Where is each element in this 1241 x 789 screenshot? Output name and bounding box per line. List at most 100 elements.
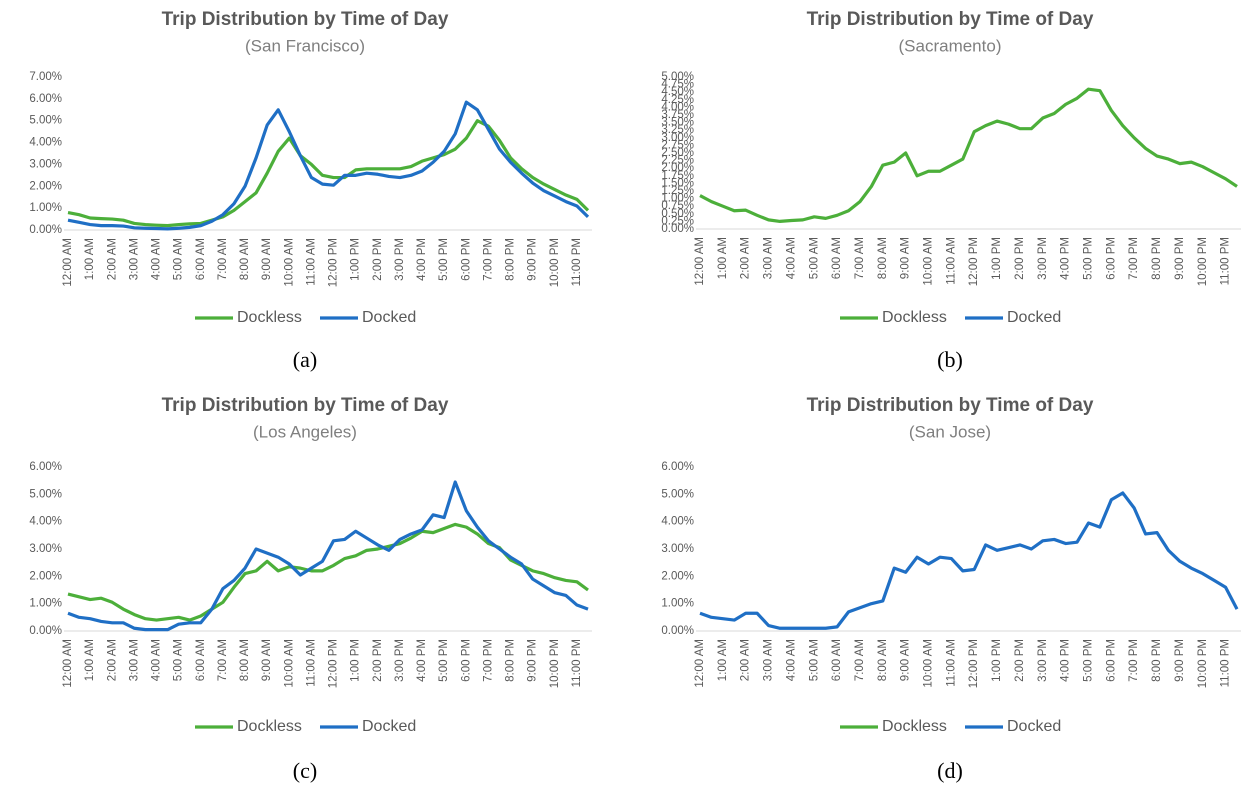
y-tick-label: 1.00% bbox=[29, 598, 62, 610]
x-tick-label: 6:00 AM bbox=[195, 639, 207, 681]
x-tick-label: 3:00 PM bbox=[1037, 237, 1049, 280]
x-tick-label: 8:00 PM bbox=[1151, 237, 1163, 280]
caption: (b) bbox=[937, 347, 963, 372]
x-tick-label: 2:00 PM bbox=[372, 639, 384, 682]
line-series bbox=[699, 87, 1238, 223]
x-tick-label: 8:00 AM bbox=[239, 238, 251, 280]
x-tick-label: 2:00 PM bbox=[1014, 237, 1026, 280]
x-tick-label: 1:00 AM bbox=[717, 237, 729, 279]
x-tick-label: 12:00 AM bbox=[694, 237, 706, 286]
y-tick-label: 5.00% bbox=[661, 71, 694, 83]
y-tick-label: 7.00% bbox=[29, 71, 62, 83]
y-tick-label: 6.00% bbox=[29, 461, 62, 473]
y-tick-label: 0.00% bbox=[29, 224, 62, 236]
x-tick-label: 11:00 PM bbox=[1220, 237, 1232, 285]
x-tick-label: 4:00 AM bbox=[151, 238, 163, 280]
x-tick-label: 8:00 AM bbox=[877, 237, 889, 279]
y-tick-label: 6.00% bbox=[661, 461, 694, 473]
x-tick-label: 9:00 PM bbox=[1174, 237, 1186, 280]
y-tick-label: 2.25% bbox=[661, 155, 694, 167]
x-tick-label: 6:00 AM bbox=[195, 238, 207, 280]
y-tick-label: 5.00% bbox=[29, 115, 62, 127]
y-tick-label: 2.00% bbox=[661, 570, 694, 582]
x-tick-label: 2:00 PM bbox=[372, 238, 384, 281]
x-tick-label: 3:00 PM bbox=[1037, 639, 1049, 682]
x-tick-label: 2:00 AM bbox=[740, 639, 752, 681]
x-tick-label: 6:00 AM bbox=[831, 639, 843, 681]
line-series bbox=[67, 100, 590, 231]
x-tick-label: 3:00 PM bbox=[394, 639, 406, 682]
y-tick-label: 1.75% bbox=[661, 170, 694, 182]
chart-title: Trip Distribution by Time of Day bbox=[807, 395, 1094, 416]
x-tick-label: 1:00 PM bbox=[350, 238, 362, 281]
x-tick-label: 1:00 PM bbox=[350, 639, 362, 682]
x-tick-label: 12:00 PM bbox=[328, 639, 340, 688]
x-tick-label: 1:00 AM bbox=[84, 639, 96, 681]
y-tick-label: 3.00% bbox=[29, 543, 62, 555]
x-tick-label: 12:00 PM bbox=[328, 238, 340, 287]
y-tick-label: 0.50% bbox=[661, 208, 694, 220]
x-tick-label: 7:00 PM bbox=[482, 238, 494, 281]
y-tick-label: 0.25% bbox=[661, 215, 694, 227]
x-tick-label: 5:00 AM bbox=[808, 639, 820, 681]
x-tick-label: 2:00 AM bbox=[740, 237, 752, 279]
x-tick-label: 11:00 AM bbox=[945, 639, 957, 687]
y-tick-label: 0.00% bbox=[29, 625, 62, 637]
y-tick-label: 4.50% bbox=[661, 86, 694, 98]
chart-title: Trip Distribution by Time of Day bbox=[807, 9, 1094, 30]
legend-label: Docked bbox=[1007, 309, 1061, 326]
y-tick-label: 3.50% bbox=[661, 117, 694, 129]
y-tick-label: 4.00% bbox=[29, 516, 62, 528]
x-tick-label: 4:00 PM bbox=[1060, 639, 1072, 682]
y-tick-label: 0.00% bbox=[661, 625, 694, 637]
y-tick-label: 2.50% bbox=[661, 147, 694, 159]
y-tick-label: 5.00% bbox=[29, 488, 62, 500]
x-tick-label: 2:00 AM bbox=[106, 238, 118, 280]
x-tick-label: 4:00 AM bbox=[785, 639, 797, 681]
x-tick-label: 1:00 PM bbox=[991, 237, 1003, 280]
x-tick-label: 10:00 PM bbox=[549, 639, 561, 688]
x-tick-label: 4:00 PM bbox=[416, 238, 428, 281]
y-tick-label: 2.00% bbox=[29, 570, 62, 582]
legend-label: Dockless bbox=[237, 309, 302, 326]
x-tick-label: 10:00 AM bbox=[283, 238, 295, 287]
x-tick-label: 11:00 PM bbox=[571, 639, 583, 687]
y-tick-label: 3.75% bbox=[661, 109, 694, 121]
y-tick-label: 5.00% bbox=[661, 488, 694, 500]
line-series bbox=[67, 522, 589, 622]
x-tick-label: 6:00 PM bbox=[1105, 237, 1117, 280]
x-tick-label: 7:00 PM bbox=[1128, 237, 1140, 280]
y-tick-label: 1.25% bbox=[661, 185, 694, 197]
y-tick-label: 1.00% bbox=[29, 202, 62, 214]
x-tick-label: 5:00 PM bbox=[438, 639, 450, 682]
caption: (c) bbox=[293, 758, 317, 783]
legend-label: Docked bbox=[362, 718, 416, 735]
y-tick-label: 4.00% bbox=[661, 101, 694, 113]
x-tick-label: 2:00 AM bbox=[106, 639, 118, 681]
y-tick-label: 2.00% bbox=[661, 162, 694, 174]
chart-title: Trip Distribution by Time of Day bbox=[162, 9, 449, 30]
x-tick-label: 3:00 PM bbox=[394, 238, 406, 281]
x-tick-label: 1:00 AM bbox=[717, 639, 729, 681]
y-tick-label: 3.25% bbox=[661, 124, 694, 136]
x-tick-label: 8:00 PM bbox=[505, 238, 517, 281]
x-tick-label: 10:00 PM bbox=[1197, 237, 1209, 286]
y-tick-label: 4.00% bbox=[29, 137, 62, 149]
x-tick-label: 1:00 AM bbox=[84, 238, 96, 280]
x-tick-label: 9:00 AM bbox=[900, 237, 912, 279]
x-tick-label: 10:00 PM bbox=[1197, 639, 1209, 688]
chart-title: Trip Distribution by Time of Day bbox=[162, 395, 449, 416]
x-tick-label: 9:00 AM bbox=[900, 639, 912, 681]
x-tick-label: 7:00 AM bbox=[217, 238, 229, 280]
x-tick-label: 8:00 PM bbox=[505, 639, 517, 682]
chart-subtitle: (San Jose) bbox=[909, 422, 991, 441]
y-tick-label: 1.00% bbox=[661, 598, 694, 610]
x-tick-label: 9:00 PM bbox=[1174, 639, 1186, 682]
x-tick-label: 8:00 AM bbox=[877, 639, 889, 681]
legend-label: Dockless bbox=[882, 718, 947, 735]
y-tick-label: 1.00% bbox=[661, 193, 694, 205]
y-tick-label: 3.00% bbox=[661, 132, 694, 144]
caption: (d) bbox=[937, 758, 963, 783]
